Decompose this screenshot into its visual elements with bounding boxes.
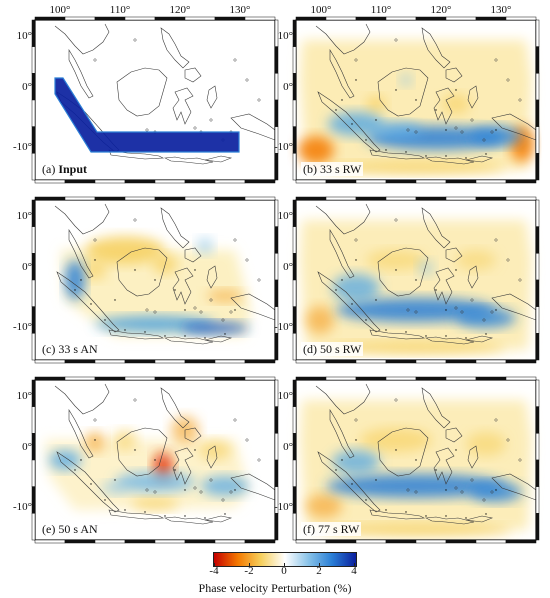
colorbar-tickmark-m2: [249, 563, 250, 566]
map-canvas-c: [31, 196, 279, 364]
lat-label-0-row2-left: 0°: [22, 261, 32, 273]
panel-label-d: (d) 50 s RW: [301, 342, 364, 356]
colorbar-tick-m4: -4: [209, 565, 219, 577]
colorbar-tickmark-4: [354, 563, 355, 566]
perturbation-field-f: [300, 400, 532, 536]
input-anomaly-band: [54, 77, 240, 153]
map-canvas-d: [292, 196, 540, 364]
lat-label-0-row2-right: 0°: [283, 261, 293, 273]
lon-label-120-right: 120°: [430, 4, 452, 16]
perturbation-field-b: [298, 40, 534, 174]
lat-label-0-row3-right: 0°: [283, 441, 293, 453]
colorbar-tick-2: 2: [316, 565, 322, 577]
colorbar-tick-0: 0: [281, 565, 287, 577]
lat-label-m10-row3-left: -10°: [12, 501, 32, 513]
map-canvas-b: [292, 16, 540, 184]
lon-label-100-left: 100°: [49, 4, 71, 16]
panel-label-e: (e) 50 s AN: [40, 522, 100, 536]
panel-label-a: (a) Input: [40, 162, 90, 176]
lat-label-m10-row2-right: -10°: [273, 321, 293, 333]
map-panel-e-50s-an: (e) 50 s AN: [31, 376, 279, 544]
map-canvas-f: [292, 376, 540, 544]
map-panel-b-33s-rw: (b) 33 s RW: [292, 16, 540, 184]
lon-label-120-left: 120°: [169, 4, 191, 16]
lon-label-130-left: 130°: [229, 4, 251, 16]
panel-label-b: (b) 33 s RW: [301, 162, 364, 176]
colorbar-tickmark-0: [284, 563, 285, 566]
perturbation-field-d: [300, 220, 532, 354]
lat-label-10-row2-left: 10°: [16, 210, 32, 222]
map-panel-c-33s-an: (c) 33 s AN: [31, 196, 279, 364]
lat-label-0-row1-right: 0°: [283, 81, 293, 93]
lat-label-10-row1-right: 10°: [277, 30, 293, 42]
lat-label-m10-row2-left: -10°: [12, 321, 32, 333]
lat-label-0-row3-left: 0°: [22, 441, 32, 453]
lat-label-10-row1-left: 10°: [16, 30, 32, 42]
lat-label-m10-row1-left: -10°: [12, 141, 32, 153]
lat-label-m10-row3-right: -10°: [273, 501, 293, 513]
lon-label-130-right: 130°: [490, 4, 512, 16]
lat-label-10-row3-left: 10°: [16, 390, 32, 402]
panel-label-f: (f) 77 s RW: [301, 522, 362, 536]
map-panel-f-77s-rw: (f) 77 s RW: [292, 376, 540, 544]
colorbar-tickmark-m4: [214, 563, 215, 566]
perturbation-field-e: [45, 416, 249, 510]
colorbar-tick-4: 4: [351, 565, 357, 577]
colorbar-tickmark-2: [319, 563, 320, 566]
map-panel-a-input: (a) Input: [31, 16, 279, 184]
map-panel-d-50s-rw: (d) 50 s RW: [292, 196, 540, 364]
lat-label-10-row3-right: 10°: [277, 390, 293, 402]
map-canvas-e: [31, 376, 279, 544]
colorbar-tick-m2: -2: [244, 565, 254, 577]
panel-label-c: (c) 33 s AN: [40, 342, 100, 356]
lat-label-10-row2-right: 10°: [277, 210, 293, 222]
lat-label-0-row1-left: 0°: [22, 81, 32, 93]
lon-label-100-right: 100°: [310, 4, 332, 16]
lat-label-m10-row1-right: -10°: [273, 141, 293, 153]
map-canvas-a: [31, 16, 279, 184]
colorbar-title: Phase velocity Perturbation (%): [198, 581, 352, 595]
lon-label-110-right: 110°: [370, 4, 392, 16]
lon-label-110-left: 110°: [109, 4, 131, 16]
